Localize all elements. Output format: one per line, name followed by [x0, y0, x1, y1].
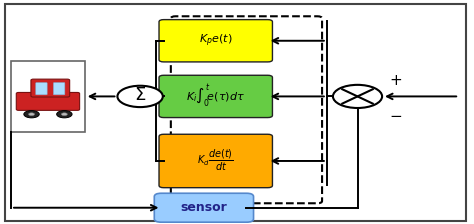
Circle shape — [118, 86, 163, 107]
Text: $-$: $-$ — [389, 107, 402, 122]
FancyBboxPatch shape — [36, 83, 47, 95]
FancyBboxPatch shape — [16, 93, 80, 110]
FancyBboxPatch shape — [5, 4, 466, 221]
FancyBboxPatch shape — [54, 83, 65, 95]
FancyBboxPatch shape — [31, 79, 70, 97]
Circle shape — [28, 113, 35, 116]
Text: $K_d\dfrac{de(t)}{dt}$: $K_d\dfrac{de(t)}{dt}$ — [197, 149, 234, 174]
Text: $K_i\int_0^t\!e(\tau)d\tau$: $K_i\int_0^t\!e(\tau)d\tau$ — [186, 83, 245, 110]
FancyBboxPatch shape — [159, 20, 273, 62]
FancyBboxPatch shape — [155, 193, 254, 222]
Circle shape — [24, 111, 39, 118]
Text: $K_p e(t)$: $K_p e(t)$ — [199, 32, 232, 49]
Text: $\Sigma$: $\Sigma$ — [134, 86, 146, 104]
Circle shape — [57, 111, 72, 118]
Circle shape — [62, 113, 67, 116]
Circle shape — [333, 85, 382, 108]
FancyBboxPatch shape — [159, 134, 273, 188]
FancyBboxPatch shape — [11, 61, 84, 132]
Text: sensor: sensor — [181, 201, 228, 214]
Text: +: + — [389, 73, 401, 88]
FancyBboxPatch shape — [159, 75, 273, 118]
